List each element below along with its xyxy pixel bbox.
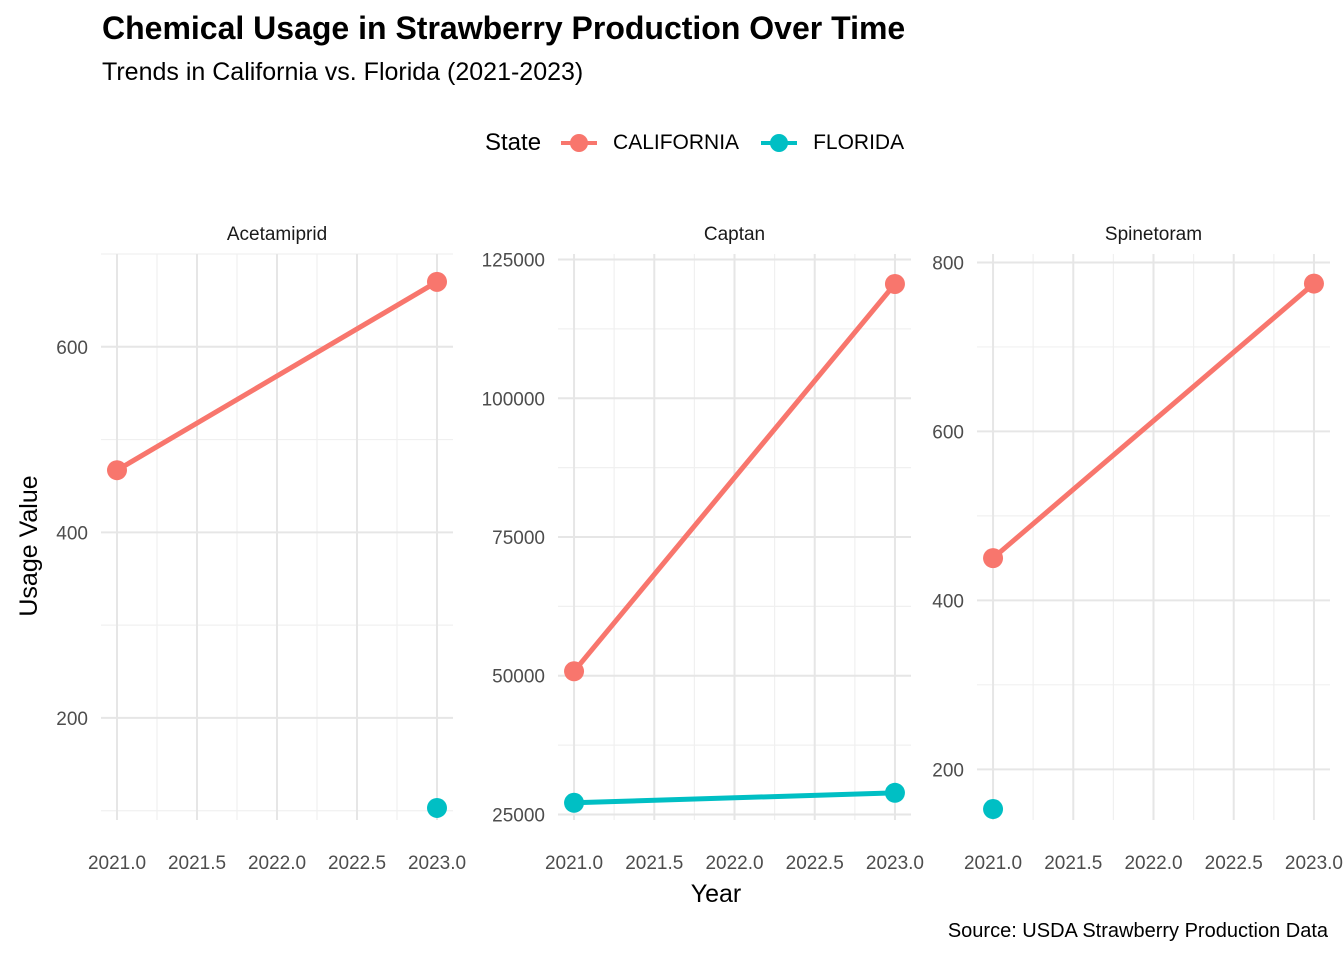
x-tick-label: 2022.5 <box>1205 853 1263 874</box>
chart-title: Chemical Usage in Strawberry Production … <box>102 10 906 46</box>
x-tick-label: 2023.0 <box>1285 853 1343 874</box>
data-point-florida-captan <box>884 782 905 803</box>
x-tick-label: 2022.5 <box>328 853 386 874</box>
x-tick-label: 2023.0 <box>866 853 924 874</box>
y-tick-label: 400 <box>56 523 88 544</box>
legend-label-florida: FLORIDA <box>813 131 905 154</box>
y-tick-label: 75000 <box>492 528 545 549</box>
data-point-california-captan <box>884 273 905 294</box>
data-point-florida-acetamiprid <box>427 797 447 818</box>
legend-title: State <box>485 129 542 156</box>
y-tick-label: 800 <box>932 253 964 274</box>
legend-item-california: CALIFORNIA <box>559 131 739 155</box>
y-tick-label: 600 <box>932 422 964 443</box>
data-point-california-spinetoram <box>983 548 1004 569</box>
data-point-florida-captan <box>564 792 585 813</box>
x-tick-label: 2021.0 <box>88 853 146 874</box>
chart-subtitle: Trends in California vs. Florida (2021-2… <box>102 58 584 86</box>
y-tick-label: 50000 <box>492 667 545 688</box>
x-tick-label: 2021.0 <box>964 853 1022 874</box>
legend-key-california <box>561 134 598 152</box>
y-tick-label: 125000 <box>482 251 545 272</box>
x-tick-label: 2022.0 <box>248 853 306 874</box>
y-axis-title: Usage Value <box>15 475 43 616</box>
legend-item-florida: FLORIDA <box>759 131 904 155</box>
x-tick-label: 2021.5 <box>1044 853 1102 874</box>
series-line-florida-captan <box>573 790 896 806</box>
y-tick-label: 400 <box>932 591 964 612</box>
x-tick-label: 2021.5 <box>625 853 683 874</box>
facet-label-captan: Captan <box>704 224 765 245</box>
data-point-california-acetamiprid <box>107 460 127 481</box>
legend: State CALIFORNIA FLORIDA <box>485 125 924 161</box>
legend-label-california: CALIFORNIA <box>613 131 740 154</box>
series-line-california-acetamiprid <box>115 279 439 473</box>
data-point-california-acetamiprid <box>427 271 447 292</box>
data-point-california-captan <box>564 661 585 682</box>
x-tick-label: 2021.0 <box>545 853 603 874</box>
x-tick-label: 2023.0 <box>408 853 466 874</box>
facet-label-acetamiprid: Acetamiprid <box>227 224 327 245</box>
y-tick-label: 600 <box>56 338 88 359</box>
x-tick-label: 2022.5 <box>786 853 844 874</box>
data-point-florida-spinetoram <box>983 799 1004 820</box>
y-tick-label: 200 <box>932 760 964 781</box>
y-tick-label: 100000 <box>482 389 545 410</box>
legend-key-florida <box>761 134 798 152</box>
chart-caption: Source: USDA Strawberry Production Data <box>947 920 1328 942</box>
y-tick-label: 25000 <box>492 805 545 826</box>
data-point-california-spinetoram <box>1303 273 1324 294</box>
series-line-california-spinetoram <box>991 281 1316 561</box>
x-axis-title: Year <box>691 880 742 908</box>
x-tick-label: 2022.0 <box>705 853 763 874</box>
series-line-california-captan <box>572 282 897 673</box>
y-tick-label: 200 <box>56 709 88 730</box>
x-tick-label: 2021.5 <box>168 853 226 874</box>
x-tick-label: 2022.0 <box>1124 853 1182 874</box>
facet-label-spinetoram: Spinetoram <box>1105 224 1202 245</box>
